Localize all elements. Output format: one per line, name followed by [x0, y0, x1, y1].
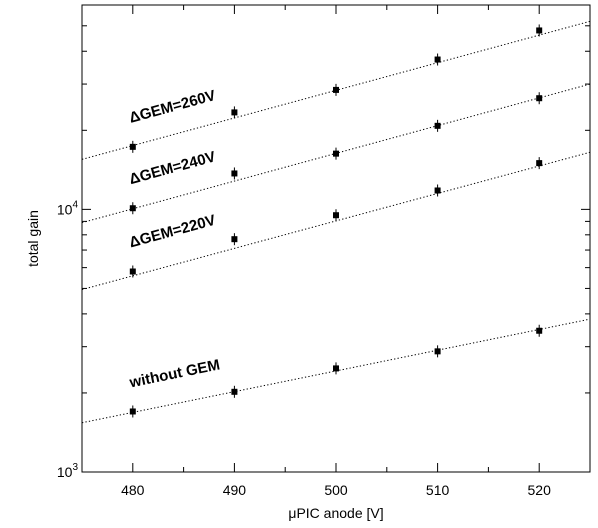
y-tick-label: 104: [57, 199, 79, 217]
y-tick-exponent: 3: [72, 462, 78, 473]
axis-ticks: [81, 4, 591, 473]
y-tick-label: 103: [57, 462, 79, 480]
series-annotation: ΔGEM=260V: [127, 87, 217, 127]
x-tick-label: 500: [324, 482, 348, 498]
x-axis-label: μPIC anode [V]: [288, 505, 383, 521]
series-annotation: ΔGEM=220V: [127, 212, 217, 252]
x-tick-label: 520: [528, 482, 552, 498]
data-points: [129, 24, 543, 418]
series-annotation: ΔGEM=240V: [127, 148, 217, 188]
annotations: ΔGEM=260V ΔGEM=240V ΔGEM=220V without GEM: [127, 87, 221, 392]
x-tick-label: 490: [223, 482, 247, 498]
x-tick-label: 480: [121, 482, 145, 498]
series-annotation: without GEM: [127, 356, 221, 391]
y-tick-exponent: 4: [72, 199, 78, 210]
x-tick-label: 510: [426, 482, 450, 498]
y-axis-label: total gain: [25, 210, 41, 267]
